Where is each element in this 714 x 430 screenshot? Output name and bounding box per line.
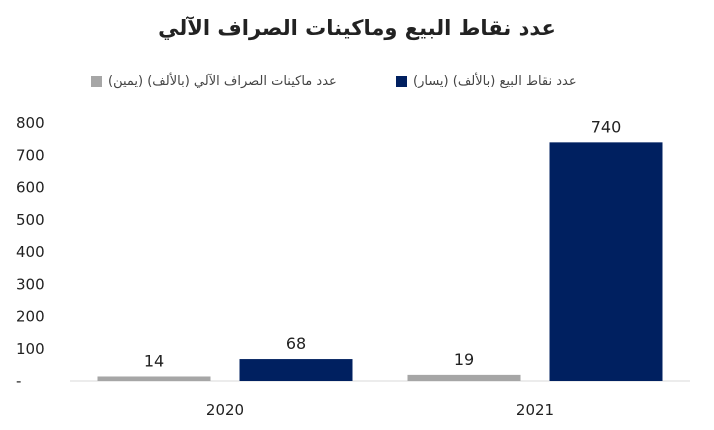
legend-label-pos: (يسار) (بالألف) عدد نقاط البيع: [413, 73, 577, 89]
bar-002060-2021: [549, 142, 663, 381]
data-label: 68: [286, 334, 306, 353]
y-tick-label: 500: [16, 211, 45, 229]
y-tick-label: 400: [16, 243, 45, 261]
y-tick-label: 300: [16, 275, 45, 293]
y-tick-label: -: [16, 372, 21, 390]
x-tick-label: 2021: [516, 401, 554, 419]
y-tick-label: 700: [16, 146, 45, 164]
bar-a6a6a6-2020: [97, 376, 211, 381]
legend-item-atm: عدد ماكينات الصراف الآلي (بالألف) (يمين): [91, 72, 337, 90]
y-tick-label: 600: [16, 179, 45, 197]
x-tick-label: 2020: [206, 401, 244, 419]
bar-002060-2020: [239, 359, 353, 381]
y-tick-label: 800: [16, 114, 45, 132]
data-label: 740: [591, 117, 622, 136]
bar-a6a6a6-2021: [407, 374, 521, 381]
legend-item-pos: (يسار) (بالألف) عدد نقاط البيع: [396, 72, 577, 90]
data-label: 19: [454, 350, 474, 369]
legend-swatch-atm: [91, 75, 102, 87]
y-tick-label: 200: [16, 308, 45, 326]
legend-label-atm: عدد ماكينات الصراف الآلي (بالألف) (يمين): [108, 73, 337, 89]
data-label: 14: [144, 351, 164, 370]
y-tick-label: 100: [16, 340, 45, 358]
chart-title: عدد نقاط البيع وماكينات الصراف الآلي: [158, 16, 556, 40]
legend-swatch-pos: [396, 75, 407, 87]
